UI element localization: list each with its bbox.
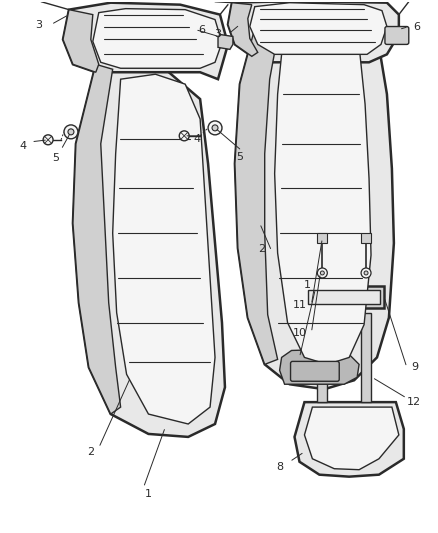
Text: 11: 11 xyxy=(293,300,307,310)
Circle shape xyxy=(64,125,78,139)
Circle shape xyxy=(364,271,368,275)
Polygon shape xyxy=(294,402,404,477)
Polygon shape xyxy=(63,3,228,79)
Polygon shape xyxy=(228,2,399,62)
Text: 6: 6 xyxy=(413,21,420,31)
Text: 2: 2 xyxy=(87,447,94,457)
Text: 5: 5 xyxy=(237,152,244,161)
Polygon shape xyxy=(304,286,384,308)
Polygon shape xyxy=(304,407,399,470)
Circle shape xyxy=(212,125,218,131)
Polygon shape xyxy=(279,350,359,384)
Circle shape xyxy=(179,131,189,141)
Circle shape xyxy=(43,135,53,145)
Circle shape xyxy=(68,129,74,135)
Circle shape xyxy=(208,121,222,135)
Circle shape xyxy=(318,268,327,278)
Polygon shape xyxy=(93,9,222,68)
Polygon shape xyxy=(250,3,387,54)
Polygon shape xyxy=(73,59,225,437)
Text: 5: 5 xyxy=(53,152,60,163)
Text: 8: 8 xyxy=(276,462,283,472)
Polygon shape xyxy=(361,313,371,402)
Text: 1: 1 xyxy=(304,280,311,290)
Polygon shape xyxy=(361,233,371,243)
Polygon shape xyxy=(113,74,215,424)
Text: 10: 10 xyxy=(293,328,307,337)
Text: 4: 4 xyxy=(194,134,201,144)
Polygon shape xyxy=(318,233,327,243)
Text: 3: 3 xyxy=(215,29,222,39)
Polygon shape xyxy=(318,313,327,402)
Polygon shape xyxy=(218,35,233,50)
Text: 3: 3 xyxy=(35,20,42,29)
Polygon shape xyxy=(235,6,394,389)
Text: 9: 9 xyxy=(411,362,418,373)
Polygon shape xyxy=(73,64,120,414)
Text: 4: 4 xyxy=(20,141,27,151)
Polygon shape xyxy=(275,17,371,365)
Circle shape xyxy=(361,268,371,278)
Polygon shape xyxy=(235,10,282,365)
Circle shape xyxy=(320,271,324,275)
Text: 12: 12 xyxy=(407,397,421,407)
Polygon shape xyxy=(308,290,380,304)
Text: 6: 6 xyxy=(198,25,205,35)
FancyBboxPatch shape xyxy=(290,361,339,381)
Text: 2: 2 xyxy=(258,244,265,254)
Polygon shape xyxy=(228,3,258,56)
FancyBboxPatch shape xyxy=(385,27,409,44)
Text: 1: 1 xyxy=(145,489,152,498)
Polygon shape xyxy=(63,10,99,72)
